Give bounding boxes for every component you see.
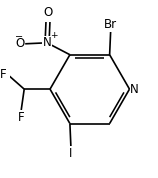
Text: N: N	[43, 36, 51, 49]
Text: F: F	[0, 68, 7, 81]
Text: O: O	[43, 6, 53, 19]
Text: +: +	[50, 32, 57, 40]
Text: Br: Br	[104, 18, 117, 31]
Text: F: F	[18, 111, 24, 124]
Text: I: I	[69, 147, 73, 160]
Text: O: O	[15, 37, 25, 50]
Text: N: N	[130, 83, 139, 96]
Text: −: −	[15, 32, 23, 42]
